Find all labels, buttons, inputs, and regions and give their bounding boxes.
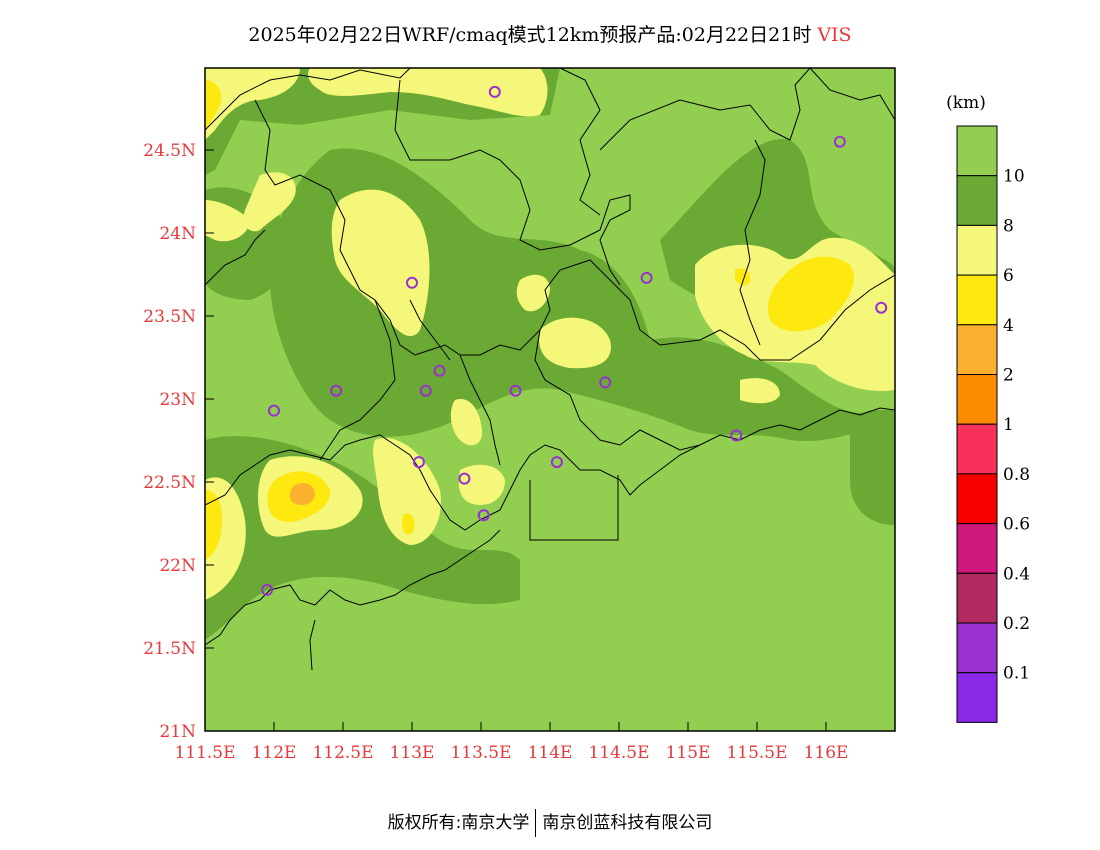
station-marker (599, 376, 612, 389)
station-marker (833, 135, 846, 148)
station-marker (268, 404, 280, 417)
lon-tick-label: 114.5E (588, 743, 649, 763)
variable-name: VIS (817, 24, 852, 46)
colorbar-segment (956, 324, 998, 375)
station-marker (261, 583, 274, 596)
colorbar-segment (956, 523, 998, 574)
colorbar-segment (956, 374, 998, 425)
colorbar-segment (956, 175, 998, 226)
copyright-footer: 版权所有:南京大学 南京创蓝科技有限公司 (0, 808, 1100, 837)
station-markers (261, 85, 888, 596)
station-marker (406, 276, 418, 289)
station-marker (433, 364, 446, 377)
lon-axis: 111.5E 112E 112.5E 113E 113.5E 114E 114.5E 115E… (174, 722, 848, 763)
lat-axis: 24.5N 24N 23.5N 23N 22.5N 22N 21.5N 21N (143, 141, 214, 742)
lat-tick-label: 22N (159, 556, 196, 576)
colorbar-segment (956, 622, 998, 674)
copyright-right: 南京创蓝科技有限公司 (542, 813, 713, 833)
colorbar: 10 8 6 4 2 1 0.8 0.6 0.4 0.2 0.1 (956, 125, 1030, 723)
lat-tick-label: 22.5N (143, 473, 196, 493)
colorbar-segment (956, 473, 998, 525)
colorbar-segment (956, 672, 998, 723)
lon-tick-label: 112.5E (312, 743, 373, 763)
title-text: 2025年02月22日WRF/cmaq模式12km预报产品:02月22日21时 (248, 24, 812, 46)
colorbar-label: 0.4 (1003, 564, 1030, 584)
footer-separator (535, 809, 537, 837)
colorbar-label: 6 (1003, 266, 1014, 286)
lon-tick-label: 115.5E (726, 743, 787, 763)
station-marker (477, 509, 490, 522)
lat-tick-label: 21N (159, 722, 196, 742)
visibility-field (205, 68, 895, 731)
lon-tick-label: 113.5E (450, 743, 511, 763)
colorbar-label: 0.6 (1003, 515, 1030, 535)
colorbar-segment (956, 224, 998, 276)
lat-tick-label: 23.5N (143, 307, 196, 327)
vis-band-2-4 (289, 483, 315, 506)
colorbar-label: 0.8 (1003, 465, 1030, 485)
lat-tick-label: 21.5N (143, 639, 196, 659)
station-marker (458, 472, 471, 485)
station-marker (330, 384, 343, 397)
station-marker (412, 456, 425, 469)
lon-tick-label: 114E (528, 743, 573, 763)
colorbar-label: 0.1 (1003, 664, 1030, 684)
lon-tick-label: 112E (252, 743, 297, 763)
lon-tick-label: 111.5E (174, 743, 235, 763)
station-marker (550, 456, 563, 469)
lat-tick-label: 23N (159, 390, 196, 410)
station-marker (419, 384, 432, 397)
station-marker (488, 85, 501, 98)
station-marker (730, 429, 743, 442)
station-marker (875, 301, 888, 314)
lat-tick-label: 24N (159, 224, 196, 244)
colorbar-label: 4 (1003, 316, 1014, 336)
lon-tick-label: 116E (804, 743, 849, 763)
colorbar-segment (956, 572, 998, 624)
colorbar-label: 8 (1003, 216, 1014, 236)
copyright-left: 版权所有:南京大学 (387, 813, 530, 833)
vis-band-4-6 (205, 80, 854, 560)
lon-tick-label: 113E (390, 743, 435, 763)
colorbar-segment (956, 125, 998, 177)
colorbar-label: 2 (1003, 366, 1014, 386)
lon-tick-label: 115E (666, 743, 711, 763)
colorbar-label: 0.2 (1003, 614, 1030, 634)
colorbar-label: 1 (1003, 415, 1014, 435)
colorbar-unit: (km) (946, 93, 986, 113)
station-marker (509, 384, 522, 397)
colorbar-label: 10 (1003, 167, 1025, 187)
station-marker (640, 271, 653, 284)
admin-boundaries (205, 68, 895, 671)
chart-title: 2025年02月22日WRF/cmaq模式12km预报产品:02月22日21时 V… (0, 20, 1100, 47)
lat-tick-label: 24.5N (143, 141, 196, 161)
colorbar-segment (956, 423, 998, 475)
colorbar-segment (956, 274, 998, 326)
